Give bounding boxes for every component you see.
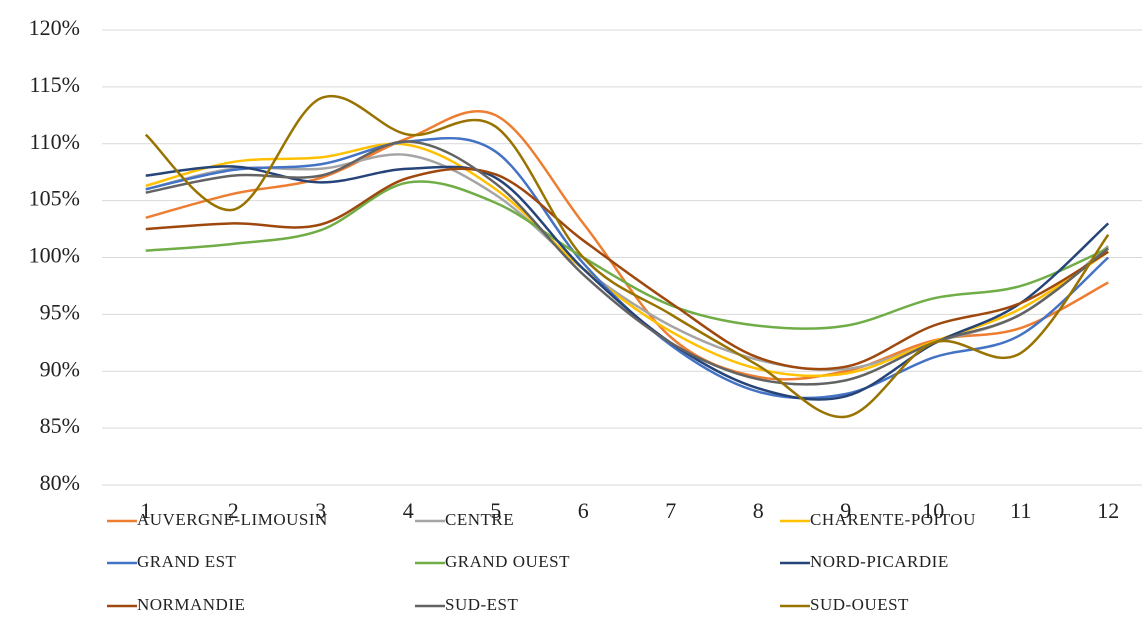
x-tick-label: 5 (490, 498, 501, 523)
legend-label: SUD-OUEST (810, 595, 909, 614)
x-tick-label: 7 (665, 498, 676, 523)
series-line (145, 110, 1109, 381)
legend-label: GRAND OUEST (445, 552, 570, 571)
x-tick-label: 8 (753, 498, 764, 523)
x-tick-label: 11 (1010, 498, 1031, 523)
x-tick-label: 6 (578, 498, 589, 523)
x-tick-label: 3 (315, 498, 326, 523)
legend-label: NORD-PICARDIE (810, 552, 949, 571)
series-line (144, 94, 1110, 419)
x-tick-label: 9 (840, 498, 851, 523)
series-line (145, 140, 1110, 386)
legend-label: CHARENTE-POITOU (810, 510, 976, 529)
y-tick-label: 80% (40, 470, 80, 495)
y-tick-label: 90% (40, 356, 80, 381)
legend-label: CENTRE (445, 510, 514, 529)
series-line (145, 167, 1109, 371)
y-tick-label: 105% (29, 186, 80, 211)
legend-label: GRAND EST (137, 552, 237, 571)
y-tick-label: 120% (29, 15, 80, 40)
legend-label: NORMANDIE (137, 595, 245, 614)
x-tick-label: 1 (140, 498, 151, 523)
y-tick-label: 85% (40, 413, 80, 438)
x-tick-label: 2 (228, 498, 239, 523)
series-line (145, 153, 1110, 372)
y-tick-label: 95% (40, 299, 80, 324)
x-tick-label: 4 (403, 498, 414, 523)
y-tick-label: 110% (29, 129, 80, 154)
y-tick-label: 100% (29, 243, 80, 268)
legend-label: SUD-EST (445, 595, 519, 614)
x-tick-label: 10 (922, 498, 944, 523)
y-tick-label: 115% (29, 72, 80, 97)
series-line (145, 180, 1109, 330)
legend-label: AUVERGNE-LIMOUSIN (137, 510, 328, 529)
x-tick-label: 12 (1097, 498, 1119, 523)
